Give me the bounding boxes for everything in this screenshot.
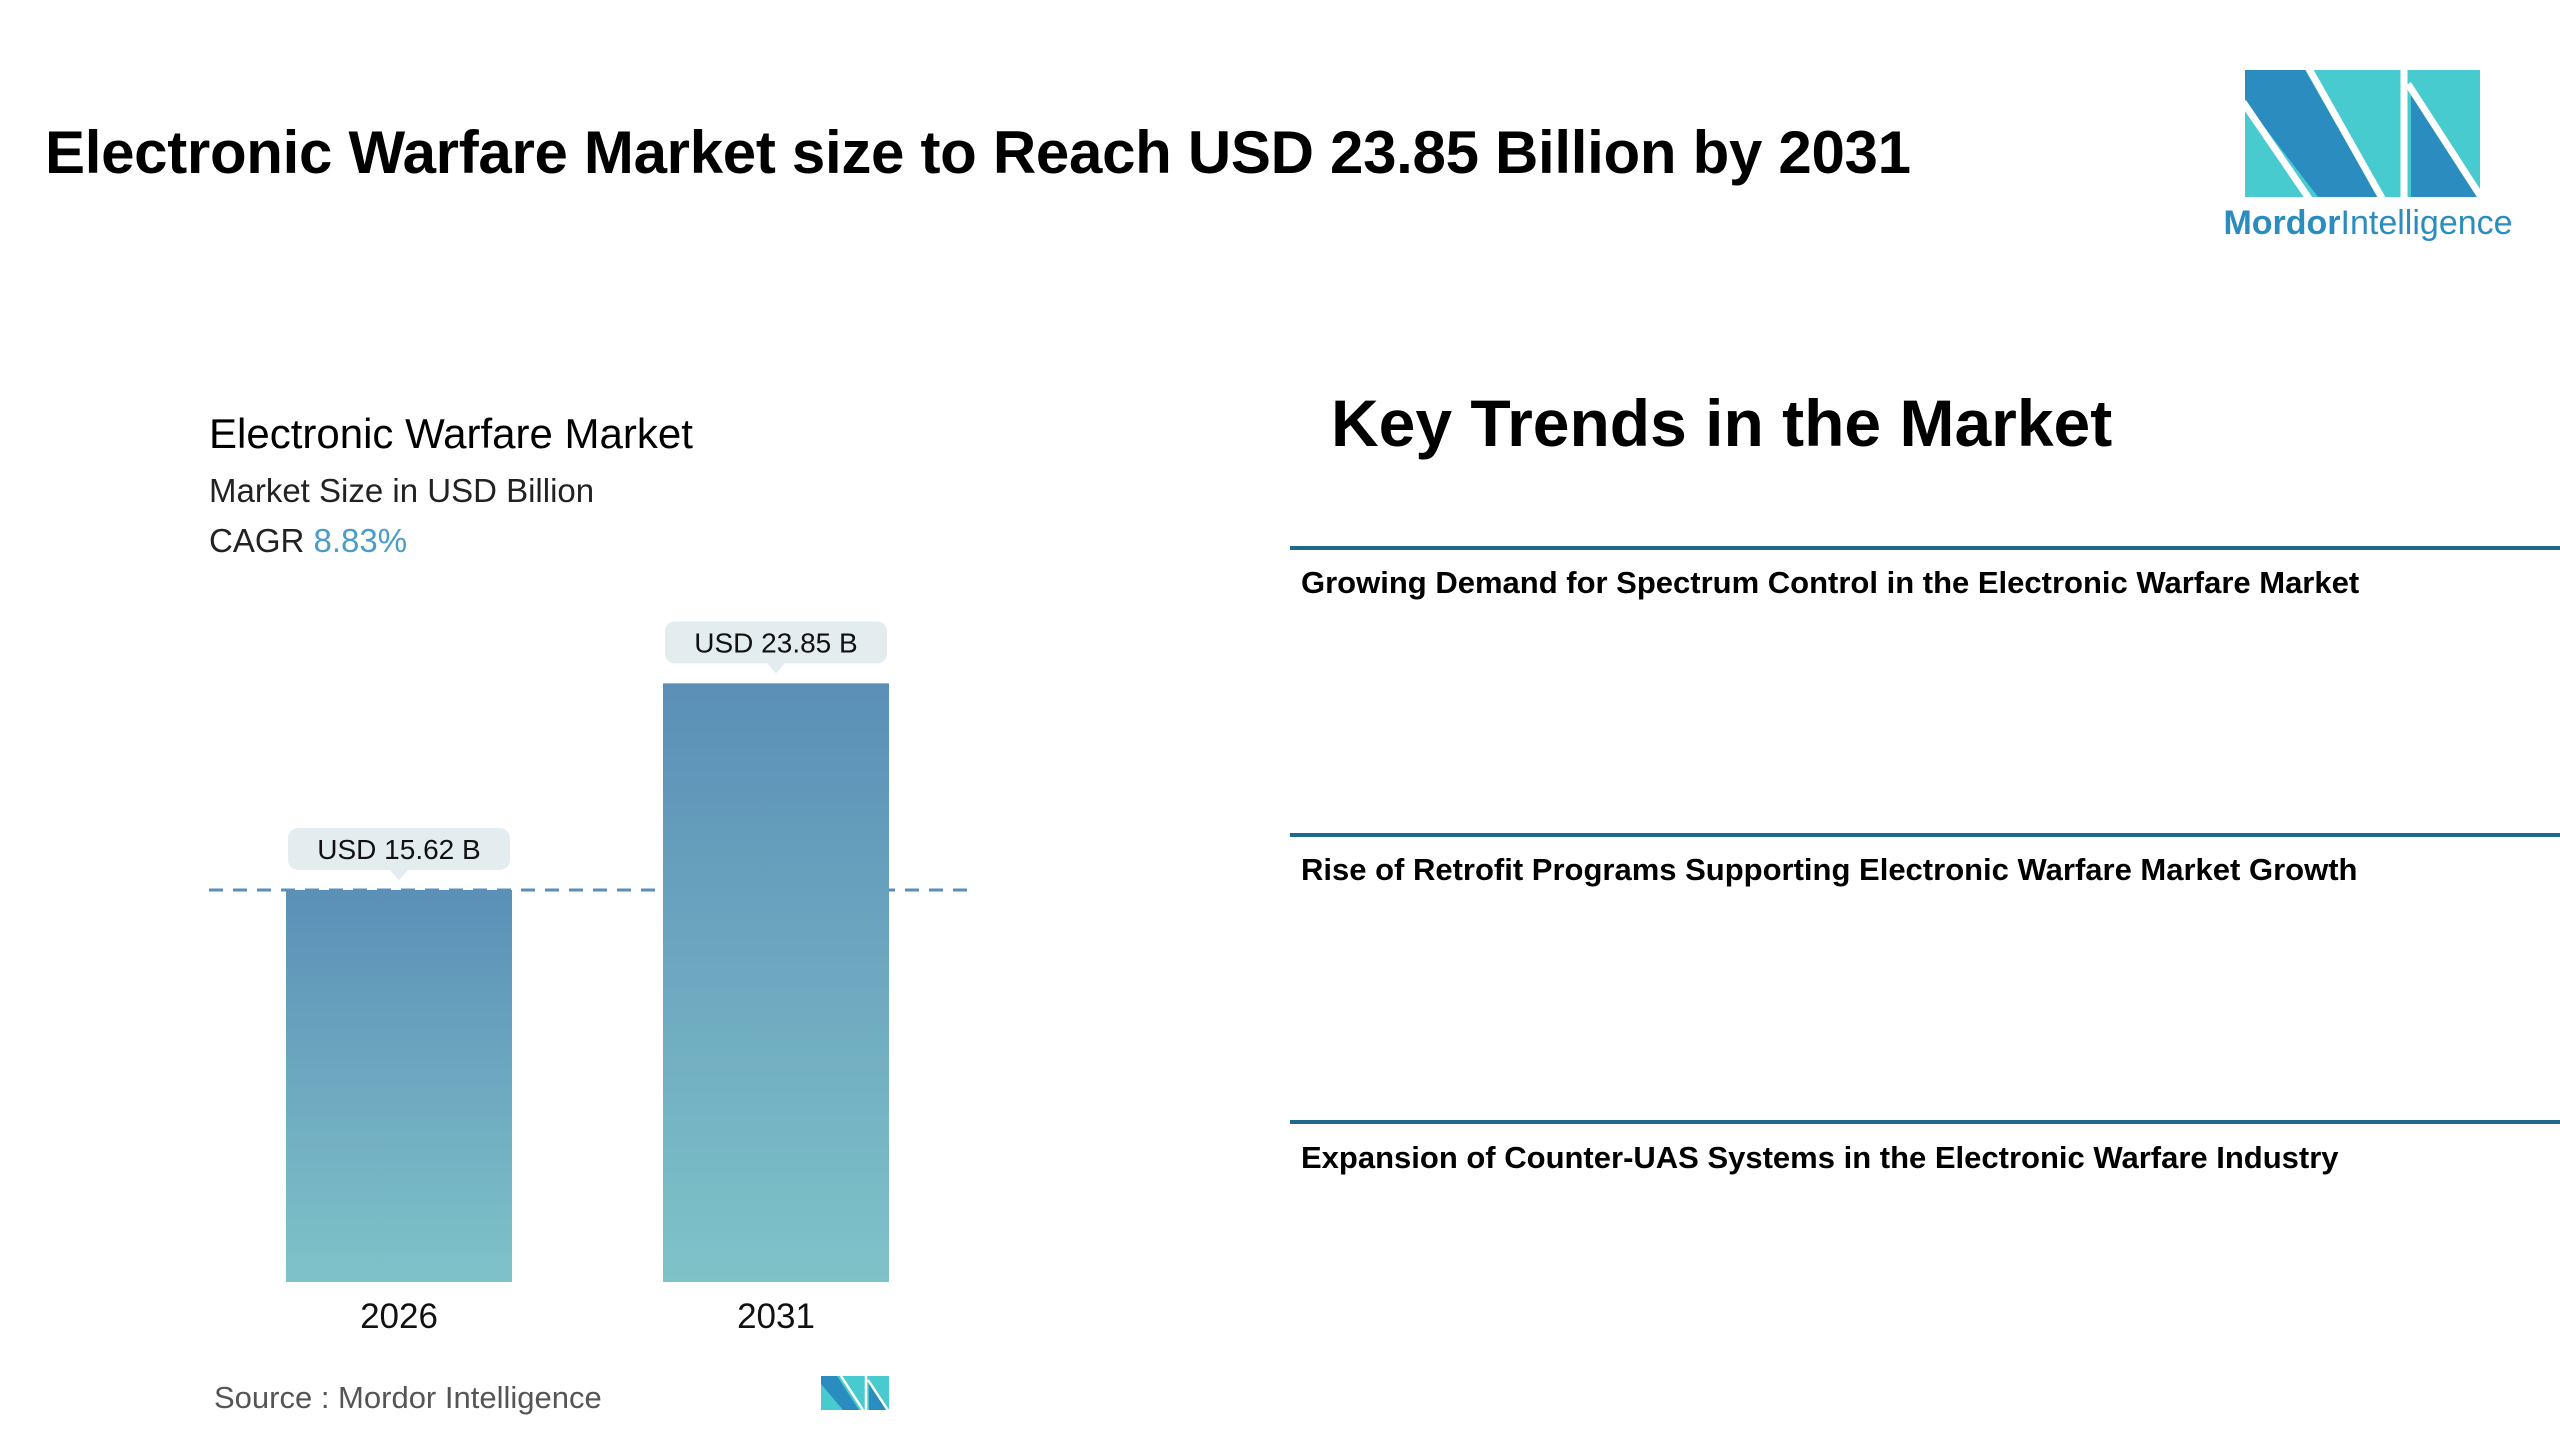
trend-item: Expansion of Counter-UAS Systems in the … [1301, 1140, 2339, 1175]
trend-item: Rise of Retrofit Programs Supporting Ele… [1301, 852, 2358, 887]
data-label: USD 15.62 B [317, 834, 480, 865]
page-title: Electronic Warfare Market size to Reach … [45, 119, 1911, 186]
source-text: Source : Mordor Intelligence [214, 1380, 602, 1415]
callout-pointer [767, 663, 785, 674]
mordor-logo-icon [2240, 65, 2486, 202]
trend-divider [1290, 833, 2560, 837]
data-label-callout [288, 827, 510, 870]
cagr-value: 8.83% [313, 522, 408, 559]
mordor-small-logo-icon [821, 1376, 889, 1410]
x-tick-label: 2031 [737, 1297, 815, 1336]
key-trends-title: Key Trends in the Market [1331, 386, 2113, 460]
chart-title: Electronic Warfare Market [209, 410, 693, 457]
trend-divider [1290, 546, 2560, 550]
trend-divider [1290, 1120, 2560, 1124]
bar-chart: USD 15.62 B 2026 USD 23.85 B 2031 [209, 621, 972, 1336]
callout-pointer [390, 869, 408, 880]
chart-subtitle: Market Size in USD Billion [209, 472, 595, 509]
logo-text: MordorIntelligence [2223, 204, 2513, 242]
data-label: USD 23.85 B [694, 627, 857, 658]
cagr-label: CAGR [209, 522, 305, 559]
data-label-callout [665, 621, 887, 664]
x-tick-label: 2026 [360, 1297, 438, 1336]
bar-2031 [663, 683, 889, 1282]
trend-item: Growing Demand for Spectrum Control in t… [1301, 565, 2360, 600]
chart-cagr: CAGR 8.83% [209, 522, 407, 560]
bar-2026 [286, 889, 512, 1282]
